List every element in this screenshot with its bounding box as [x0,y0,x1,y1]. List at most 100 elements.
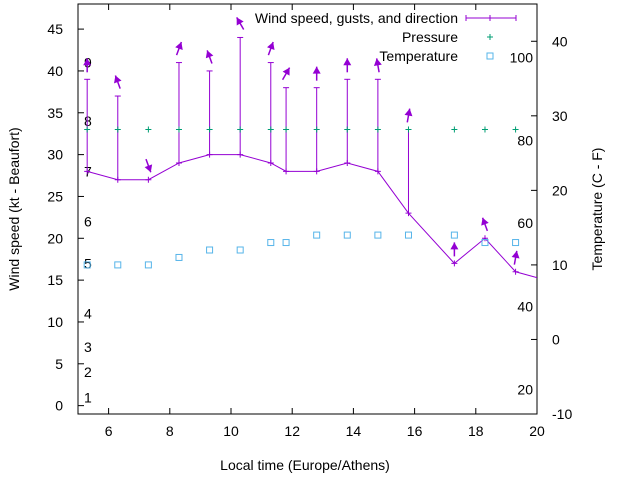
y-right-tick-label: 40 [552,33,568,49]
y-right-tick-label: 10 [552,257,568,273]
wind-speed-point [175,159,182,166]
x-tick-label: 20 [529,423,545,439]
wind-direction-arrow [343,58,352,73]
pressure-point [175,126,182,133]
wind-direction-arrow [267,41,275,56]
y-left-tick-label: 45 [47,21,63,37]
temperature-point [481,239,489,247]
wind-speed-point [114,176,121,183]
legend-label: Wind speed, gusts, and direction [255,10,458,26]
wind-speed-point [451,260,458,267]
y-left-tick-label: 20 [47,230,63,246]
data-layer [83,17,537,279]
temperature-point [282,239,290,247]
beaufort-label: 6 [84,214,92,230]
temperature-point [450,231,458,239]
wind-direction-arrow [481,217,489,232]
wind-speed-point [512,268,519,275]
fahrenheit-label: 20 [517,381,533,397]
y-left-tick-label: 15 [47,272,63,288]
wind-speed-point [405,210,412,217]
fahrenheit-label: 60 [517,215,533,231]
fahrenheit-label: 80 [517,132,533,148]
legend: Wind speed, gusts, and direction Pressure… [255,10,517,64]
wind-arrow-head [114,75,122,84]
tick-layer: 6 8 10 12 14 16 18 20051015202530354045-1001020… [47,4,572,439]
wind-direction-arrow [236,17,245,30]
wind-arrow-head [267,41,275,50]
y-right-tick-label: 0 [552,331,560,347]
wind-arrow-head [312,66,321,74]
beaufort-label: 3 [84,339,92,355]
wind-arrow-head [373,58,382,67]
beaufort-label: 2 [84,364,92,380]
y-left-tick-label: 0 [55,398,63,414]
x-tick-label: 8 [166,423,174,439]
wind-direction-arrow [312,66,321,81]
pressure-point [451,126,458,133]
fahrenheit-label: 40 [517,299,533,315]
temperature-point [175,253,183,261]
wind-direction-arrow [281,67,291,81]
temperature-point [374,231,382,239]
wind-speed-point [344,159,351,166]
x-tick-label: 18 [468,423,484,439]
y-left-tick-label: 5 [55,356,63,372]
temperature-point [114,261,122,269]
pressure-point [145,126,152,133]
wind-speed-point [237,151,244,158]
wind-direction-arrow [404,108,413,123]
y-right-tick-label: 20 [552,182,568,198]
y-axis-label-right: Temperature (C - F) [589,148,605,271]
pressure-point [206,126,213,133]
wind-arrow-head [83,58,92,66]
legend-label: Pressure [402,29,458,45]
pressure-point [481,126,488,133]
wind-speed-point [313,168,320,175]
legend-pressure-marker [487,34,493,40]
wind-speed-point [374,168,381,175]
y-left-tick-label: 30 [47,147,63,163]
x-axis-label: Local time (Europe/Athens) [220,457,390,473]
y-left-tick-label: 25 [47,188,63,204]
y-left-tick-label: 10 [47,314,63,330]
x-tick-label: 10 [223,423,239,439]
x-tick-label: 6 [105,423,113,439]
temperature-point [267,239,275,247]
wind-direction-arrow [114,75,122,89]
wind-arrow-head [343,58,352,66]
temperature-point [313,231,321,239]
wind-arrow-head [236,17,244,26]
fahrenheit-label: 100 [510,50,534,66]
y-axis-label-left: Wind speed (kt - Beaufort) [6,127,22,290]
wind-direction-arrow [450,242,459,257]
pressure-point [237,126,244,133]
wind-arrow-head [205,50,214,59]
wind-arrow-head [144,164,153,173]
wind-arrow-head [450,242,459,250]
x-tick-label: 16 [407,423,423,439]
wind-speed-point [481,235,488,242]
temperature-point [144,261,152,269]
temperature-point [206,246,214,254]
pressure-point [84,126,91,133]
plot-frame [77,3,538,415]
wind-speed-line [87,154,537,279]
wind-speed-point [283,168,290,175]
wind-speed-point [84,168,91,175]
wind-arrow-head [175,41,183,50]
wind-speed-point [206,151,213,158]
x-tick-label: 14 [346,423,362,439]
beaufort-label: 5 [84,255,92,271]
pressure-point [405,126,412,133]
wind-arrow-head [404,108,413,117]
pressure-point [267,126,274,133]
pressure-point [512,126,519,133]
wind-direction-arrow [373,58,382,73]
beaufort-label: 8 [84,113,92,129]
temperature-point [343,231,351,239]
wind-arrow-head [511,250,520,259]
wind-direction-arrow [175,41,183,56]
wind-speed-point [145,176,152,183]
temperature-point [83,261,91,269]
